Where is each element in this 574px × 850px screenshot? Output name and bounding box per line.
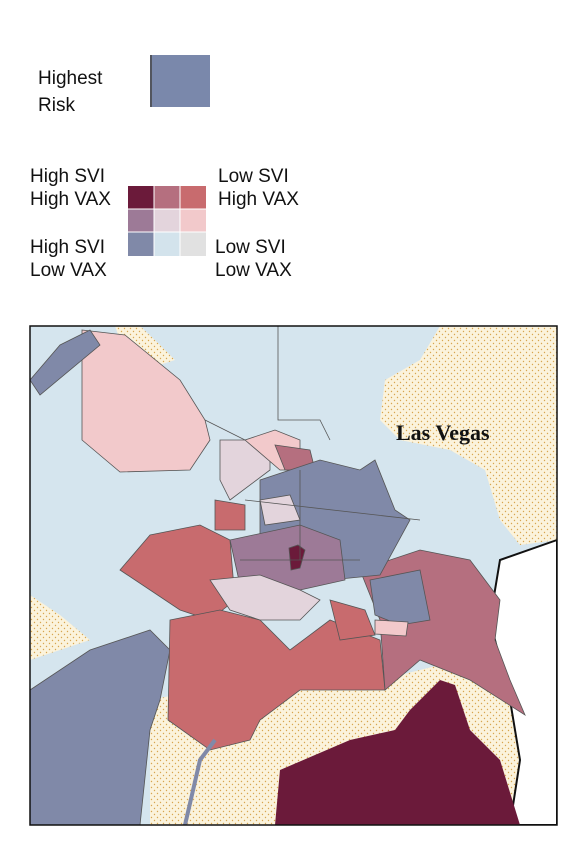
legend-label: Highest [38,68,103,89]
legend-label: Low VAX [30,260,107,281]
legend-label: High VAX [30,189,111,210]
map-frame [29,325,558,826]
legend-swatch [150,55,210,107]
legend-label: High SVI [30,166,105,187]
city-label: Las Vegas [396,420,490,445]
legend-label: Low SVI [215,237,286,258]
legend-grid [128,186,206,256]
legend-label: Low SVI [218,166,289,187]
legend-label: Risk [38,95,75,116]
highest-risk-legend: Highest Risk [38,55,210,116]
legend-label: High VAX [218,189,299,210]
legend-label: Low VAX [215,260,292,281]
map [30,326,557,825]
bivariate-legend: High SVI High VAX Low SVI High VAX High … [30,166,299,281]
legend-label: High SVI [30,237,105,258]
